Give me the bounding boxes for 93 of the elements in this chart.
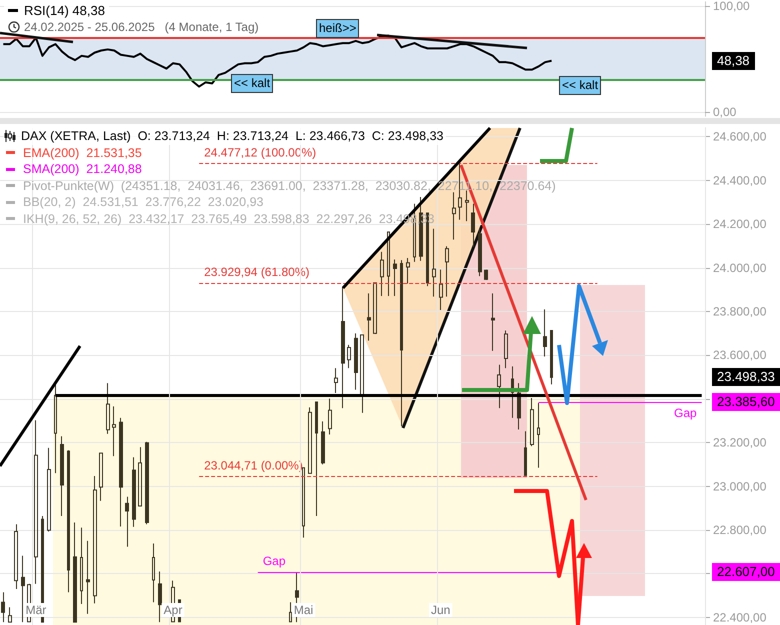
candlestick — [360, 334, 364, 414]
y-tick-label: 22.800,00 — [713, 522, 767, 537]
text: 23.385,60 — [712, 393, 780, 412]
ref-line-label: 23.044,71 (0.00%) — [204, 458, 303, 473]
candlestick — [432, 228, 436, 298]
candlestick — [21, 555, 25, 623]
candlestick — [99, 452, 103, 502]
candlestick — [132, 456, 136, 528]
annotation: << kalt — [559, 76, 602, 95]
candlestick — [67, 450, 70, 593]
candlestick — [334, 368, 338, 394]
text: 24.02.2025 - 25.06.2025 (4 Monate, 1 Tag) — [24, 20, 259, 34]
candlestick — [60, 436, 64, 516]
candlestick — [504, 330, 508, 369]
text: 48,38 — [712, 52, 755, 70]
candlestick — [537, 402, 540, 468]
annotation: heiß>> — [316, 19, 360, 38]
candlestick — [119, 417, 123, 527]
candlestick — [158, 570, 162, 623]
candlestick — [73, 522, 77, 623]
candlestick — [393, 259, 397, 296]
y-tick-label: 23.800,00 — [713, 304, 767, 319]
annotation: IKH(9, 26, 52, 26) 23.432,17 23.765,49 23.598,83 22.297,26 23.498,33 — [23, 210, 434, 227]
ref-line-label: 24.477,12 (100.00%) — [204, 146, 316, 160]
ref-line-label: 23.929,94 (61.80%) — [204, 265, 310, 280]
candlestick — [14, 524, 18, 590]
candlestick — [289, 602, 292, 623]
chart-title: RSI(14) 48,38 — [24, 3, 105, 18]
candlestick — [54, 384, 57, 474]
candlestick — [8, 606, 12, 623]
candlestick — [380, 251, 384, 296]
y-tick-label: 22.400,00 — [713, 610, 767, 624]
candlestick — [328, 398, 332, 435]
candlestick — [125, 496, 129, 548]
candlestick — [517, 382, 521, 430]
y-tick-label: 23.000,00 — [713, 479, 767, 494]
y-tick-label: 23.600,00 — [713, 348, 767, 362]
candlestick — [93, 476, 97, 604]
candlestick — [387, 231, 390, 296]
candlestick — [321, 420, 325, 465]
candlestick — [80, 527, 83, 605]
y-tick-label: 24.000,00 — [713, 260, 767, 275]
candlestick — [354, 332, 358, 390]
annotation: << kalt — [231, 74, 274, 93]
candlestick — [34, 420, 38, 584]
candlestick — [1, 592, 5, 623]
candlestick — [347, 344, 351, 369]
text: 22.607,00 — [712, 563, 780, 582]
line-series — [2, 34, 553, 88]
annotation: SMA(200) 21.240,88 — [23, 161, 142, 178]
candlestick — [112, 406, 116, 457]
x-tick-label: Apr — [164, 603, 182, 617]
candlestick — [145, 441, 149, 525]
y-tick-label: 100,00 — [713, 0, 750, 13]
candlestick — [400, 260, 403, 427]
candlestick — [138, 446, 142, 506]
candlestick — [373, 282, 377, 335]
candlestick — [367, 292, 371, 342]
ref-line-label: Gap — [674, 406, 698, 420]
candlestick — [106, 382, 110, 434]
annotation: BB(20, 2) 24.531,51 23.776,22 23.020,93 — [23, 194, 264, 210]
candlestick — [471, 203, 475, 248]
candlestick — [315, 401, 318, 516]
candlestick — [550, 330, 553, 385]
x-tick-label: Jun — [430, 603, 450, 617]
text: 23.498,33 — [712, 368, 780, 386]
annotation: EMA(200) 21.531,35 — [23, 144, 142, 161]
candlestick — [308, 406, 312, 474]
candlestick — [452, 192, 456, 240]
candlestick — [524, 430, 527, 476]
candlestick — [406, 257, 410, 284]
candlestick — [86, 540, 90, 614]
candlestick — [439, 269, 443, 310]
candlestick — [341, 286, 345, 409]
candlestick — [491, 292, 495, 352]
candlestick — [478, 228, 482, 277]
x-tick-label: Mär — [26, 603, 46, 617]
candlestick — [302, 467, 305, 538]
candlestick — [152, 543, 155, 603]
candlestick — [445, 246, 449, 298]
y-tick-label: 0,00 — [713, 105, 737, 120]
y-tick-label: 24.200,00 — [713, 217, 767, 232]
y-tick-label: 23.200,00 — [713, 436, 767, 450]
y-tick-label: 24.600,00 — [713, 130, 767, 144]
candlestick — [497, 364, 501, 409]
candlestick — [484, 269, 488, 281]
ref-line-label: Gap — [262, 554, 286, 568]
candlestick — [530, 398, 534, 447]
x-tick-label: Mai — [294, 603, 314, 617]
candlestick — [47, 447, 51, 532]
candlestick — [543, 308, 547, 358]
chart-title: DAX (XETRA, Last) O: 23.713,24 H: 23.713,24 L: 23.466,73 C: 23.498,33 — [21, 128, 444, 144]
y-tick-label: 24.400,00 — [713, 173, 767, 188]
